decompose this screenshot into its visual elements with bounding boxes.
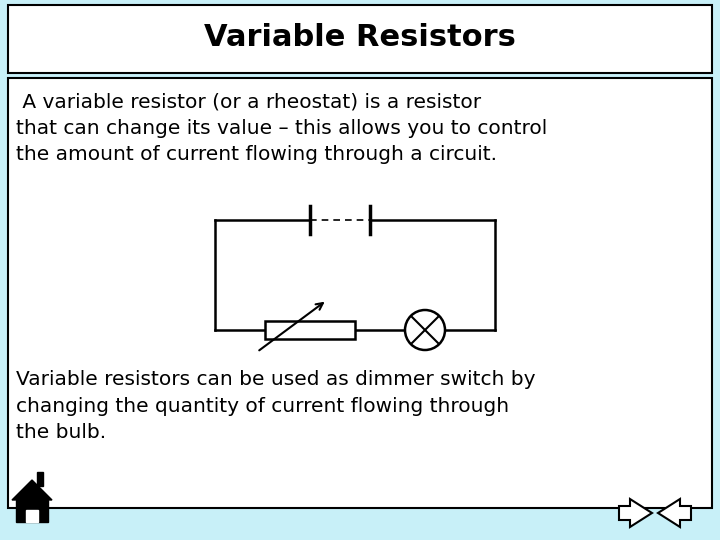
Bar [37, 472, 43, 486]
Bar [265, 321, 355, 339]
Bar [26, 510, 38, 522]
FancyBboxPatch shape [8, 5, 712, 73]
Polygon shape [12, 480, 52, 500]
Circle shape [405, 310, 445, 350]
FancyBboxPatch shape [8, 78, 712, 508]
Text: Variable resistors can be used as dimmer switch by
changing the quantity of curr: Variable resistors can be used as dimmer… [16, 370, 536, 442]
Polygon shape [658, 499, 691, 527]
Bar [16, 500, 48, 522]
Polygon shape [619, 499, 652, 527]
Text: A variable resistor (or a rheostat) is a resistor
that can change its value – th: A variable resistor (or a rheostat) is a… [16, 92, 547, 164]
Text: Variable Resistors: Variable Resistors [204, 24, 516, 52]
